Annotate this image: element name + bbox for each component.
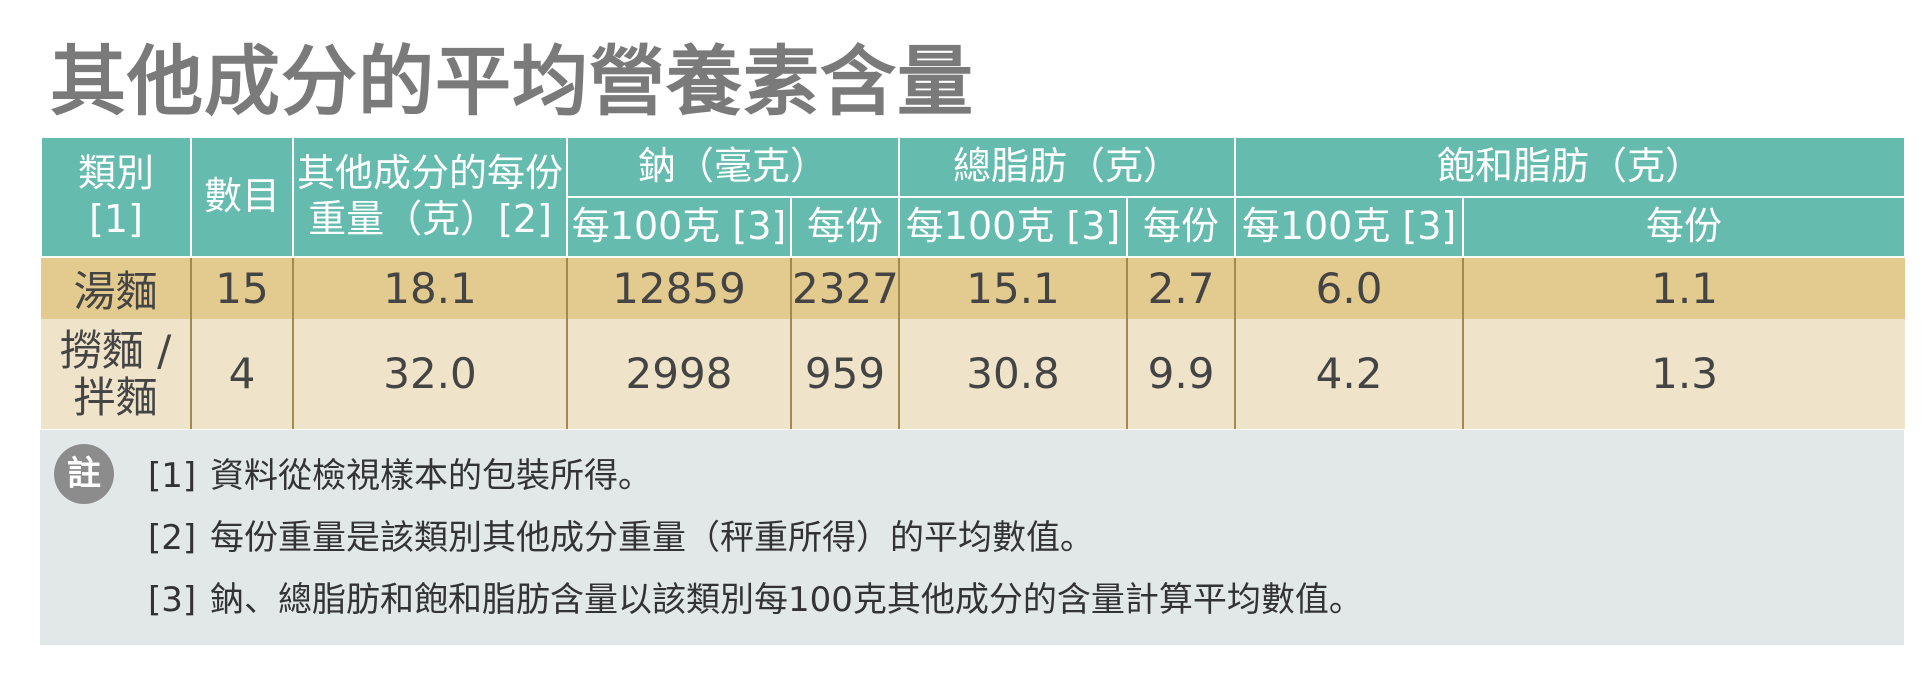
cell-category: 撈麵 / 拌麵 bbox=[41, 319, 192, 429]
nutrient-table: 類別 [1] 數目 其他成分的每份 重量（克）[2] 鈉（毫克） 總脂肪（克） … bbox=[40, 136, 1907, 429]
note-item: [3] 鈉、總脂肪和飽和脂肪含量以該類別每100克其他成分的含量計算平均數值。 bbox=[148, 572, 1363, 621]
page-title: 其他成分的平均營養素含量 bbox=[50, 37, 974, 126]
header-fat-perserving: 每份 bbox=[1126, 196, 1237, 258]
table-row: 撈麵 / 拌麵 4 32.0 2998 959 30.8 9.9 4.2 1.3 bbox=[41, 319, 1906, 429]
header-satfat-per100: 每100克 [3] bbox=[1234, 196, 1465, 258]
cell-fat-per100: 15.1 bbox=[899, 257, 1129, 319]
note-item: [2] 每份重量是該類別其他成分重量（秤重所得）的平均數值。 bbox=[148, 510, 1094, 559]
notes-badge: 註 bbox=[54, 444, 114, 504]
cell-fat-perserving: 2.7 bbox=[1127, 257, 1237, 319]
note-text: 鈉、總脂肪和飽和脂肪含量以該類別每100克其他成分的含量計算平均數值。 bbox=[210, 580, 1363, 620]
header-total-fat: 總脂肪（克） bbox=[898, 136, 1237, 198]
table-row: 湯麵 15 18.1 12859 2327 15.1 2.7 6.0 1.1 bbox=[41, 257, 1906, 319]
header-sodium-perserving: 每份 bbox=[789, 196, 901, 258]
cell-category: 湯麵 bbox=[41, 257, 192, 319]
header-sodium-per100: 每100克 [3] bbox=[566, 196, 792, 258]
header-saturated-fat: 飽和脂肪（克） bbox=[1234, 136, 1907, 198]
note-text: 每份重量是該類別其他成分重量（秤重所得）的平均數值。 bbox=[210, 518, 1094, 558]
cell-weight: 32.0 bbox=[293, 319, 568, 429]
cell-weight: 18.1 bbox=[293, 257, 568, 319]
header-fat-per100: 每100克 [3] bbox=[898, 196, 1129, 258]
cell-satfat-per100: 4.2 bbox=[1235, 319, 1465, 429]
cell-count: 15 bbox=[191, 257, 294, 319]
notes-panel: 註 [1] 資料從檢視樣本的包裝所得。 [2] 每份重量是該類別其他成分重量（秤重所… bbox=[40, 430, 1904, 645]
note-number: [3] bbox=[148, 580, 197, 620]
cell-sodium-per100: 2998 bbox=[567, 319, 792, 429]
note-item: [1] 資料從檢視樣本的包裝所得。 bbox=[148, 448, 652, 497]
header-category: 類別 [1] bbox=[40, 136, 192, 258]
cell-sodium-perserving: 2327 bbox=[791, 257, 901, 319]
cell-satfat-per100: 6.0 bbox=[1235, 257, 1465, 319]
header-sodium: 鈉（毫克） bbox=[565, 136, 901, 198]
cell-count: 4 bbox=[191, 319, 294, 429]
cell-sodium-perserving: 959 bbox=[791, 319, 901, 429]
note-number: [2] bbox=[148, 518, 197, 558]
cell-satfat-perserving: 1.3 bbox=[1463, 319, 1906, 429]
cell-sodium-per100: 12859 bbox=[567, 257, 792, 319]
cell-fat-perserving: 9.9 bbox=[1127, 319, 1237, 429]
cell-satfat-perserving: 1.1 bbox=[1463, 257, 1906, 319]
cell-fat-per100: 30.8 bbox=[899, 319, 1129, 429]
header-weight: 其他成分的每份 重量（克）[2] bbox=[292, 136, 568, 258]
header-count: 數目 bbox=[190, 136, 294, 258]
note-text: 資料從檢視樣本的包裝所得。 bbox=[210, 456, 652, 496]
header-satfat-perserving: 每份 bbox=[1462, 196, 1907, 258]
note-number: [1] bbox=[148, 456, 197, 496]
